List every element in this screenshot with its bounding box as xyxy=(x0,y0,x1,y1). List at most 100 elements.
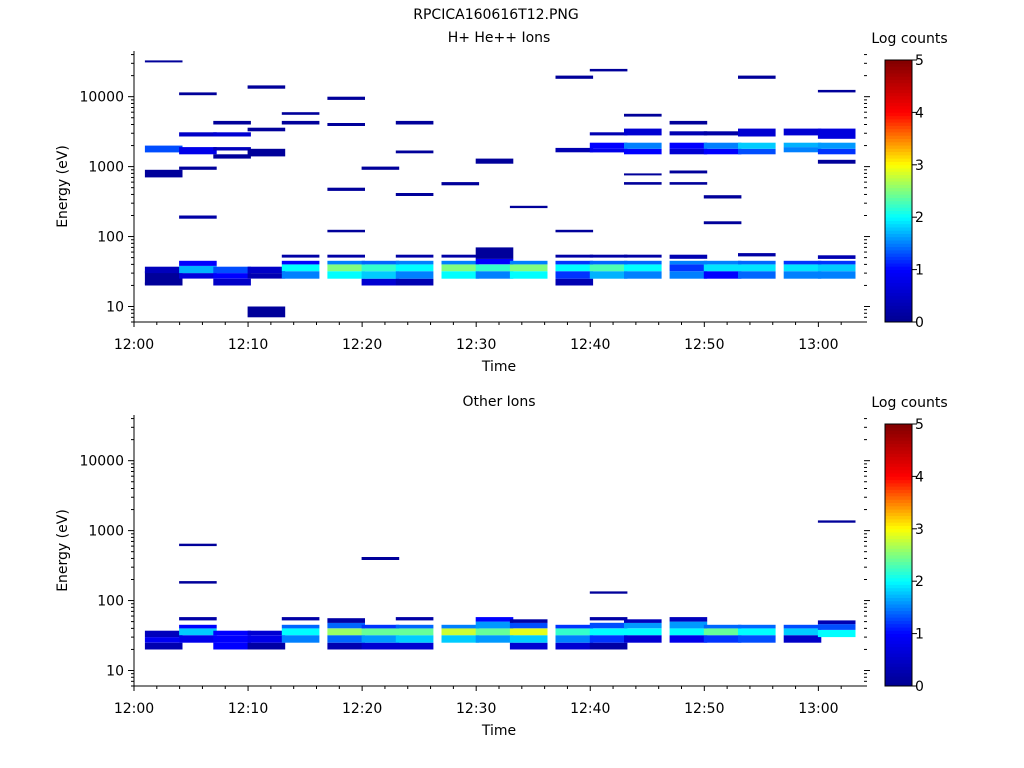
colorbar-segment xyxy=(885,617,912,621)
heatmap-cell xyxy=(213,635,251,643)
colorbar-segment xyxy=(885,96,912,100)
heatmap-cell xyxy=(589,271,628,279)
heatmap-cell xyxy=(509,260,548,265)
heatmap-cell xyxy=(327,622,365,629)
colorbar-segment xyxy=(885,158,912,162)
x-tick-label: 12:50 xyxy=(684,337,724,353)
heatmap-cell xyxy=(783,635,822,643)
heatmap-cell xyxy=(817,89,856,93)
colorbar-segment xyxy=(885,122,912,126)
colorbar-segment xyxy=(885,541,912,546)
heatmap-cell xyxy=(555,254,594,258)
heatmap-cell xyxy=(555,147,594,153)
heatmap-cell xyxy=(144,266,183,274)
colorbar-segment xyxy=(885,207,912,212)
colorbar-segment xyxy=(885,476,912,481)
colorbar-segment xyxy=(885,433,912,438)
heatmap-cell xyxy=(441,254,480,258)
colorbar-tick-label: 3 xyxy=(915,522,924,538)
heatmap-cell xyxy=(624,619,662,623)
heatmap-cell xyxy=(703,628,742,636)
heatmap-cell xyxy=(624,142,662,149)
heatmap-cell xyxy=(669,170,708,174)
heatmap-cell xyxy=(144,271,183,286)
heatmap-cell xyxy=(361,264,400,272)
colorbar: Log counts 0 1 2 3 4 5 xyxy=(871,31,947,331)
colorbar-tick-label: 5 xyxy=(915,53,924,69)
colorbar-segment xyxy=(885,299,912,303)
heatmap-cell xyxy=(441,635,480,643)
colorbar-segment xyxy=(885,105,912,110)
heatmap-cell xyxy=(509,205,548,209)
x-tick-label: 12:20 xyxy=(342,701,382,717)
heatmap-cell xyxy=(281,271,320,279)
colorbar-segment xyxy=(885,672,912,677)
heatmap-cell xyxy=(555,264,594,272)
colorbar-segment xyxy=(885,479,912,484)
heatmap-cell xyxy=(361,635,400,643)
y-tick-label: 100 xyxy=(97,594,124,610)
heatmap-cell xyxy=(555,642,594,650)
colorbar-segment xyxy=(885,102,912,107)
colorbar-segment xyxy=(885,174,912,179)
heatmap-cell xyxy=(703,624,742,629)
colorbar-segment xyxy=(885,607,912,612)
colorbar: Log counts 0 1 2 3 4 5 xyxy=(871,395,947,695)
colorbar-segment xyxy=(885,518,912,523)
heatmap-cell xyxy=(441,271,480,279)
colorbar-segment xyxy=(885,463,912,467)
heatmap-cell xyxy=(555,628,594,636)
x-tick-label: 12:10 xyxy=(228,701,268,717)
colorbar-segment xyxy=(885,194,912,198)
colorbar-segment xyxy=(885,555,912,559)
heatmap-cell xyxy=(327,618,365,623)
x-tick-label: 13:00 xyxy=(798,701,838,717)
heatmap-cell xyxy=(281,628,320,636)
colorbar-segment xyxy=(885,210,912,215)
colorbar-segment xyxy=(885,443,912,448)
colorbar-segment xyxy=(885,649,912,654)
colorbar-segment xyxy=(885,509,912,513)
heatmap-cell xyxy=(783,271,822,279)
heatmap-cell xyxy=(624,260,662,265)
colorbar-segment xyxy=(885,446,912,451)
colorbar-tick-label: 1 xyxy=(915,263,924,279)
x-tick-label: 12:40 xyxy=(570,337,610,353)
heatmap-cell xyxy=(669,254,708,259)
colorbar-segment xyxy=(885,548,912,553)
colorbar-tick-label: 5 xyxy=(915,417,924,433)
colorbar-segment xyxy=(885,640,912,644)
heatmap-cell xyxy=(179,273,217,279)
colorbar-segment xyxy=(885,246,912,251)
heatmap-cell xyxy=(589,622,628,629)
heatmap-cell xyxy=(589,254,628,258)
colorbar-segment xyxy=(885,86,912,90)
colorbar-segment xyxy=(885,318,912,323)
heatmap-cell xyxy=(395,642,434,650)
heatmap-cell xyxy=(555,75,594,79)
heatmap-cell xyxy=(783,260,822,265)
colorbar-segment xyxy=(885,633,912,638)
x-tick-label: 12:00 xyxy=(114,337,154,353)
heatmap-cell xyxy=(327,642,365,650)
colorbar-segment xyxy=(885,653,912,657)
colorbar-segment xyxy=(885,482,912,487)
colorbar-segment xyxy=(885,499,912,503)
heatmap-cell xyxy=(624,271,662,279)
colorbar-label: Log counts xyxy=(871,31,947,47)
colorbar-segment xyxy=(885,528,912,533)
heatmap-cell xyxy=(395,264,434,272)
heatmap-cell xyxy=(703,148,742,155)
heatmap-cell xyxy=(179,260,217,266)
colorbar-segment xyxy=(885,128,912,133)
colorbar-segment xyxy=(885,302,912,307)
colorbar-segment xyxy=(885,551,912,556)
x-axis-label: Time xyxy=(481,359,516,375)
heatmap-cell xyxy=(441,182,480,186)
heatmap-cell xyxy=(783,628,822,636)
heatmap-cell xyxy=(703,264,742,272)
heatmap-cell xyxy=(179,628,217,636)
heatmap-cell xyxy=(395,635,434,643)
heatmap-cell xyxy=(179,265,217,274)
heatmap-cell xyxy=(281,260,320,265)
